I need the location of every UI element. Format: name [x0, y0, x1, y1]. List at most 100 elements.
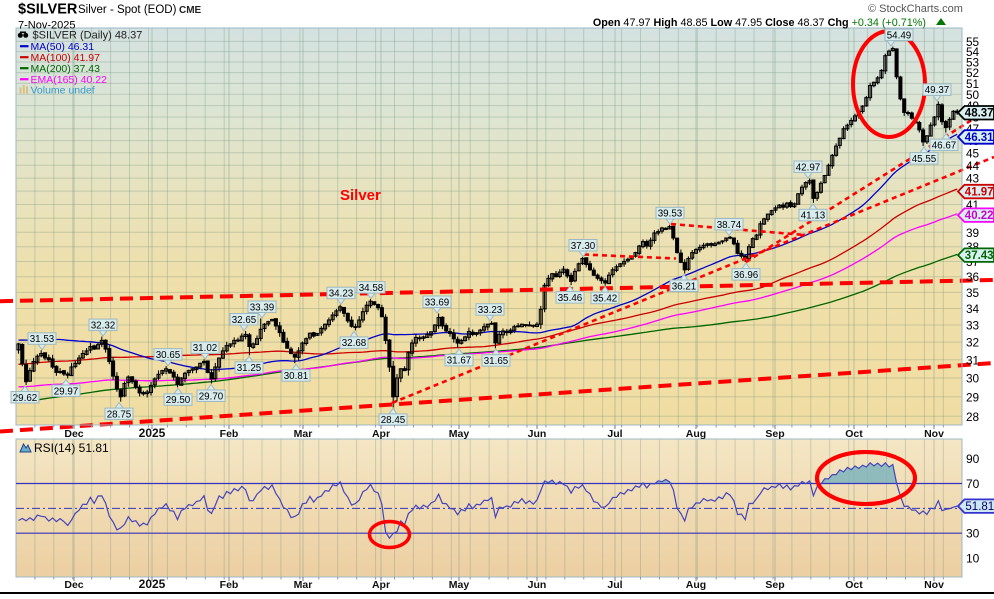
svg-text:Jul: Jul [607, 428, 622, 440]
svg-text:54: 54 [966, 45, 980, 59]
svg-text:36.21: 36.21 [672, 281, 697, 292]
svg-text:Aug: Aug [686, 579, 706, 591]
svg-text:Aug: Aug [686, 428, 706, 440]
svg-text:52: 52 [966, 66, 979, 80]
svg-text:Apr: Apr [372, 428, 390, 440]
svg-text:29: 29 [966, 390, 979, 404]
svg-text:2025: 2025 [139, 426, 166, 440]
svg-text:Apr: Apr [372, 579, 390, 591]
svg-text:31.67: 31.67 [447, 356, 472, 367]
svg-text:29.70: 29.70 [199, 391, 224, 402]
svg-text:Nov: Nov [924, 428, 944, 440]
svg-text:55: 55 [966, 35, 980, 49]
svg-text:MA(100) 41.97: MA(100) 41.97 [31, 52, 101, 64]
svg-text:42.97: 42.97 [796, 162, 821, 173]
svg-text:33.69: 33.69 [425, 297, 450, 308]
svg-text:31.65: 31.65 [484, 356, 509, 367]
svg-text:90: 90 [966, 452, 980, 466]
svg-text:32.32: 32.32 [91, 320, 116, 331]
svg-text:May: May [449, 579, 470, 591]
svg-text:CME: CME [179, 5, 202, 16]
svg-text:34.23: 34.23 [329, 289, 354, 300]
svg-text:30: 30 [966, 372, 980, 386]
svg-text:51.81: 51.81 [965, 501, 994, 513]
svg-text:EMA(165) 40.22: EMA(165) 40.22 [31, 74, 108, 86]
svg-text:33.23: 33.23 [478, 305, 503, 316]
svg-text:$SILVER (Daily) 48.37: $SILVER (Daily) 48.37 [33, 30, 143, 42]
svg-text:49.37: 49.37 [925, 85, 950, 96]
svg-text:Dec: Dec [64, 579, 83, 591]
svg-text:MA(50) 46.31: MA(50) 46.31 [31, 41, 95, 53]
svg-text:31.53: 31.53 [30, 334, 55, 345]
svg-text:39: 39 [966, 226, 979, 240]
svg-text:Sep: Sep [765, 579, 784, 591]
svg-text:28: 28 [966, 410, 980, 424]
svg-text:28.75: 28.75 [107, 409, 132, 420]
svg-text:© StockCharts.com: © StockCharts.com [868, 3, 963, 15]
svg-text:32.68: 32.68 [342, 338, 367, 349]
svg-text:Silver: Silver [340, 187, 381, 204]
svg-text:53: 53 [966, 56, 980, 70]
svg-text:37.43: 37.43 [965, 250, 994, 262]
svg-text:39.53: 39.53 [658, 209, 683, 220]
svg-text:43: 43 [966, 172, 980, 186]
svg-text:Mar: Mar [294, 428, 313, 440]
svg-text:54.49: 54.49 [887, 30, 912, 41]
svg-text:$SILVER: $SILVER [18, 2, 78, 18]
svg-text:Silver - Spot (EOD): Silver - Spot (EOD) [78, 4, 177, 16]
svg-text:36.96: 36.96 [734, 270, 759, 281]
svg-text:Dec: Dec [64, 428, 83, 440]
svg-text:70: 70 [966, 477, 980, 491]
svg-text:41.13: 41.13 [801, 211, 826, 222]
svg-text:30.81: 30.81 [284, 371, 309, 382]
svg-text:30: 30 [966, 527, 980, 541]
svg-text:50: 50 [966, 88, 980, 102]
svg-text:29.97: 29.97 [54, 386, 79, 397]
svg-text:34: 34 [966, 302, 980, 316]
svg-text:48.37: 48.37 [965, 108, 994, 120]
svg-text:31.02: 31.02 [193, 343, 218, 354]
svg-text:32: 32 [966, 336, 979, 350]
svg-text:10: 10 [966, 552, 980, 566]
svg-text:38.74: 38.74 [717, 220, 742, 231]
svg-text:40.22: 40.22 [965, 210, 994, 222]
svg-text:Open 47.97 High 48.85 Low 47.9: Open 47.97 High 48.85 Low 47.95 Close 48… [593, 17, 926, 29]
svg-text:Feb: Feb [220, 579, 239, 591]
svg-text:Jun: Jun [528, 579, 547, 591]
svg-text:RSI(14) 51.81: RSI(14) 51.81 [34, 441, 109, 455]
svg-text:Jun: Jun [528, 428, 547, 440]
svg-text:33.39: 33.39 [250, 302, 275, 313]
svg-text:2025: 2025 [139, 577, 166, 591]
svg-text:29.62: 29.62 [13, 393, 38, 404]
svg-text:30.65: 30.65 [156, 350, 181, 361]
svg-text:31: 31 [966, 353, 979, 367]
svg-text:37.30: 37.30 [571, 241, 596, 252]
svg-text:35.46: 35.46 [558, 293, 583, 304]
svg-text:45: 45 [966, 146, 980, 160]
svg-text:35: 35 [966, 286, 980, 300]
svg-text:Feb: Feb [220, 428, 239, 440]
svg-text:7-Nov-2025: 7-Nov-2025 [18, 20, 75, 32]
svg-text:31.25: 31.25 [237, 363, 262, 374]
svg-text:33: 33 [966, 319, 980, 333]
svg-text:Sep: Sep [765, 428, 784, 440]
svg-text:Oct: Oct [845, 428, 863, 440]
svg-text:32.65: 32.65 [232, 315, 257, 326]
svg-text:44: 44 [966, 159, 980, 173]
svg-text:MA(200) 37.43: MA(200) 37.43 [31, 63, 101, 75]
svg-text:41.97: 41.97 [965, 187, 994, 199]
svg-text:34.58: 34.58 [359, 283, 384, 294]
svg-text:May: May [449, 428, 470, 440]
svg-text:28.45: 28.45 [381, 415, 406, 426]
svg-text:Volume undef: Volume undef [31, 85, 95, 97]
svg-text:Nov: Nov [924, 579, 944, 591]
svg-text:29.50: 29.50 [166, 395, 191, 406]
svg-text:Mar: Mar [294, 579, 313, 591]
svg-text:46.67: 46.67 [932, 140, 957, 151]
svg-text:46.31: 46.31 [965, 132, 994, 144]
svg-text:35.42: 35.42 [593, 294, 618, 305]
svg-text:Jul: Jul [607, 579, 622, 591]
svg-text:51: 51 [966, 77, 979, 91]
svg-text:36: 36 [966, 270, 980, 284]
svg-text:Oct: Oct [845, 579, 863, 591]
